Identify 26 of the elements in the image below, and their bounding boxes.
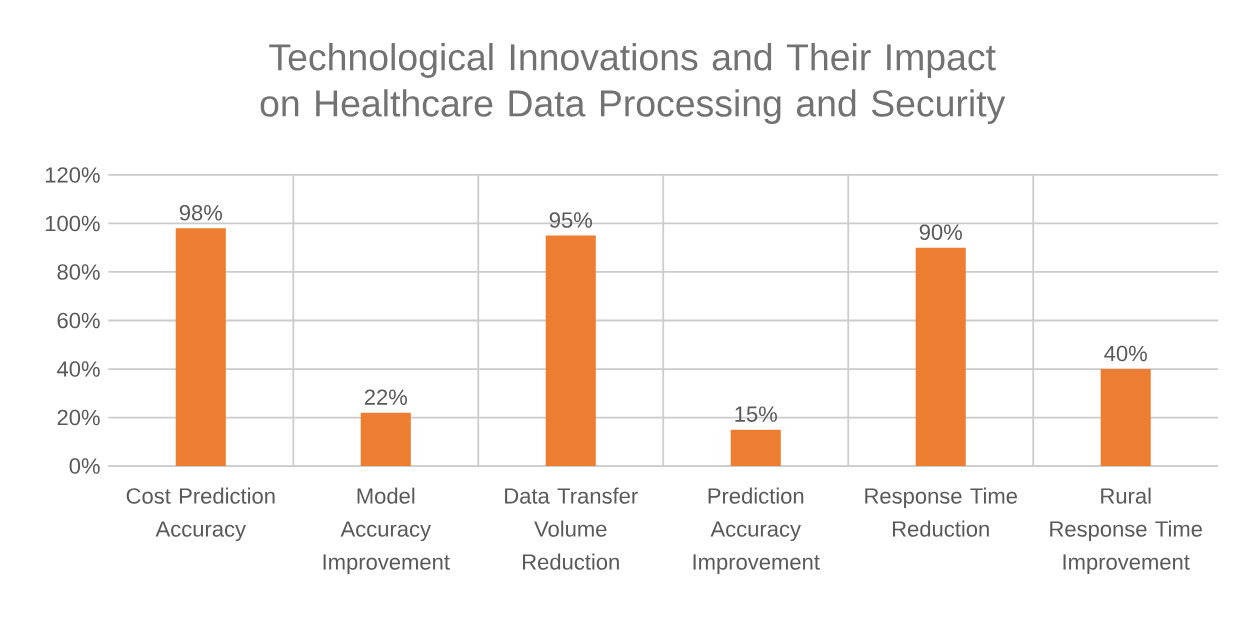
bar [915,247,966,467]
data-label: 98% [179,205,223,221]
bar [545,235,596,467]
y-tick-label: 100% [45,215,100,232]
data-label: 40% [1104,345,1147,362]
data-label: 15% [735,406,777,422]
x-tick-label: Response Time Reduction [865,487,1017,537]
data-label: 90% [919,224,962,240]
bar [360,412,411,467]
y-tick-label: 80% [57,264,100,280]
x-tick-label: Cost Prediction Accuracy [126,487,275,542]
data-label: 22% [364,389,408,405]
bar [175,228,226,467]
y-tick-label: 0% [69,458,100,474]
chart-title: Technological Innovations and Their Impact on Healthcare Data Processing and Security [260,43,1006,125]
y-tick-label: 40% [57,361,100,377]
y-tick-label: 120% [45,167,100,183]
y-tick-label: 60% [57,312,100,329]
y-tick-label: 20% [57,409,100,426]
x-tick-label: Data Transfer Volume Reduction [505,487,638,570]
x-tick-label: Rural Response Time Improvement [1050,487,1202,575]
bar [1100,369,1151,467]
bar [730,429,781,467]
x-tick-label: Prediction Accuracy Improvement [693,487,820,575]
data-label: 95% [549,212,593,228]
x-tick-label: Model Accuracy Improvement [323,487,450,575]
